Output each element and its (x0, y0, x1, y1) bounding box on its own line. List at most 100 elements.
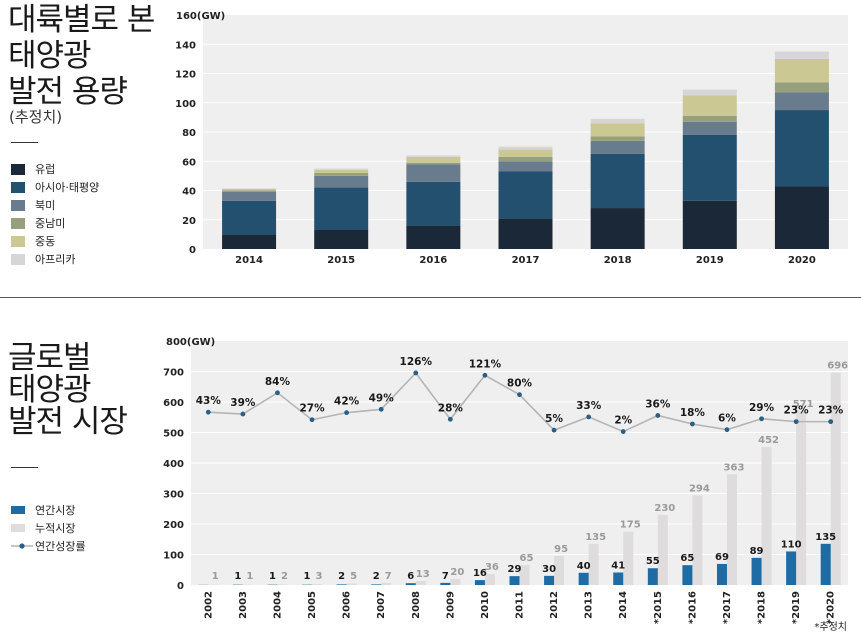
capacity-chart: 0 20 40 60 80 100 120 140 160(GW) 2014 2015 2016 201… (175, 11, 848, 266)
y-tick-label: 0 (177, 581, 184, 592)
stacked-bar-segment (498, 156, 553, 162)
cumulative-value-label: 230 (654, 503, 675, 514)
stacked-bar-segment (590, 208, 645, 249)
y-tick-label: 500 (163, 429, 184, 440)
stacked-bar-segment (314, 229, 369, 249)
cumulative-bar (796, 410, 807, 585)
cumulative-value-label: 7 (385, 571, 392, 582)
legend-label: 연간시장 (35, 504, 76, 517)
market-legend: 연간시장 누적시장 연간성장률 (11, 501, 86, 555)
stacked-bar-segment (314, 170, 369, 173)
cumulative-value-label: 5 (350, 571, 357, 582)
y-tick-label: 100 (175, 99, 196, 110)
section-divider (0, 297, 861, 298)
stacked-bar-segment (498, 218, 553, 249)
cumulative-value-label: 95 (554, 544, 568, 555)
annual-value-label: 16 (473, 568, 487, 579)
stacked-bar-segment (498, 146, 553, 150)
legend-label: 아프리카 (35, 253, 76, 266)
legend-item-europe: 유럽 (11, 160, 99, 178)
x-tick-label: 2016 (419, 255, 447, 266)
growth-rate-label: 6% (718, 413, 736, 425)
cumulative-bar (312, 584, 323, 585)
y-tick-label: 120 (175, 70, 196, 81)
annual-value-label: 110 (781, 539, 802, 550)
cumulative-bar (692, 495, 703, 585)
stacked-bar-segment (222, 190, 277, 192)
x-tick-label: 2011 (515, 591, 526, 619)
stacked-bar-segment (682, 134, 737, 201)
legend-swatch (11, 181, 25, 193)
annual-value-label: 41 (611, 560, 625, 571)
x-tick-label: 2017 (512, 255, 540, 266)
growth-rate-point (551, 427, 557, 433)
x-tick-label: 2005 (307, 591, 318, 619)
x-tick-label: 2008 (411, 591, 422, 619)
annual-bar (544, 575, 555, 585)
stacked-bar-segment (774, 58, 829, 83)
growth-rate-label: 49% (369, 392, 395, 404)
stacked-bar-segment (406, 162, 461, 165)
cumulative-bar (346, 583, 357, 585)
capacity-title-line-1: 대륙별로 본 (8, 2, 155, 38)
growth-rate-label: 27% (299, 403, 325, 415)
stacked-bar-segment (406, 225, 461, 249)
x-tick-label: 2020 (788, 255, 816, 266)
growth-rate-point (759, 416, 764, 422)
y-tick-label: 140 (175, 40, 196, 51)
y-tick-label: 20 (182, 216, 196, 227)
cumulative-bar (484, 574, 495, 585)
cumulative-bar (830, 372, 841, 585)
growth-rate-point (724, 427, 730, 433)
growth-rate-label: 43% (196, 395, 222, 407)
stacked-bar-segment (774, 82, 829, 93)
stacked-bar-segment (406, 164, 461, 182)
stacked-bar-segment (774, 92, 829, 111)
annual-value-label: 65 (680, 553, 694, 564)
y-tick-label: 600 (163, 398, 184, 409)
legend-label: 북미 (35, 199, 56, 212)
y-tick-label: 400 (163, 459, 184, 470)
x-tick-label: 2010 (480, 591, 491, 619)
stacked-bar-segment (590, 140, 645, 154)
annual-value-label: 69 (715, 552, 729, 563)
cumulative-bar (519, 565, 530, 585)
growth-rate-label: 2% (614, 415, 632, 427)
annual-value-label: 40 (577, 561, 591, 572)
legend-label: 중동 (35, 235, 56, 248)
legend-label: 유럽 (35, 163, 56, 176)
growth-rate-label: 84% (265, 376, 291, 388)
cumulative-bar (623, 531, 634, 585)
cumulative-value-label: 1 (246, 571, 253, 582)
legend-label: 연간성장률 (35, 540, 86, 553)
y-tick-label: 300 (163, 490, 184, 501)
x-tick-label: *2016 (687, 591, 698, 624)
cumulative-value-label: 175 (620, 520, 641, 531)
growth-rate-point (793, 419, 799, 425)
cumulative-bar (450, 578, 461, 585)
footnote: *추정치 (814, 622, 847, 633)
y-tick-label: 200 (163, 520, 184, 531)
capacity-title-line-3: 발전 용량 (8, 74, 128, 110)
x-tick-label: 2012 (549, 591, 560, 619)
capacity-subtitle: (추정치) (9, 108, 63, 126)
legend-line-marker (11, 543, 33, 549)
legend-item-middle-east: 중동 (11, 232, 99, 250)
x-tick-label: 2004 (272, 591, 283, 619)
stacked-bar-segment (498, 161, 553, 172)
legend-label: 아시아·태평양 (35, 181, 100, 194)
x-tick-label: 2019 (696, 255, 724, 266)
annual-bar (336, 584, 347, 585)
annual-value-label: 6 (407, 571, 414, 582)
legend-swatch (11, 506, 25, 514)
legend-swatch (11, 253, 25, 265)
annual-value-label: 1 (234, 571, 241, 582)
x-tick-label: 2018 (604, 255, 632, 266)
annual-bar (716, 563, 727, 585)
stacked-bar-segment (406, 156, 461, 163)
x-tick-label: *2015 (653, 591, 664, 624)
stacked-bar-segment (498, 171, 553, 219)
stacked-bar-segment (682, 89, 737, 96)
legend-item-cumulative-market: 누적시장 (11, 519, 86, 537)
x-tick-label: *2020 (826, 591, 837, 624)
